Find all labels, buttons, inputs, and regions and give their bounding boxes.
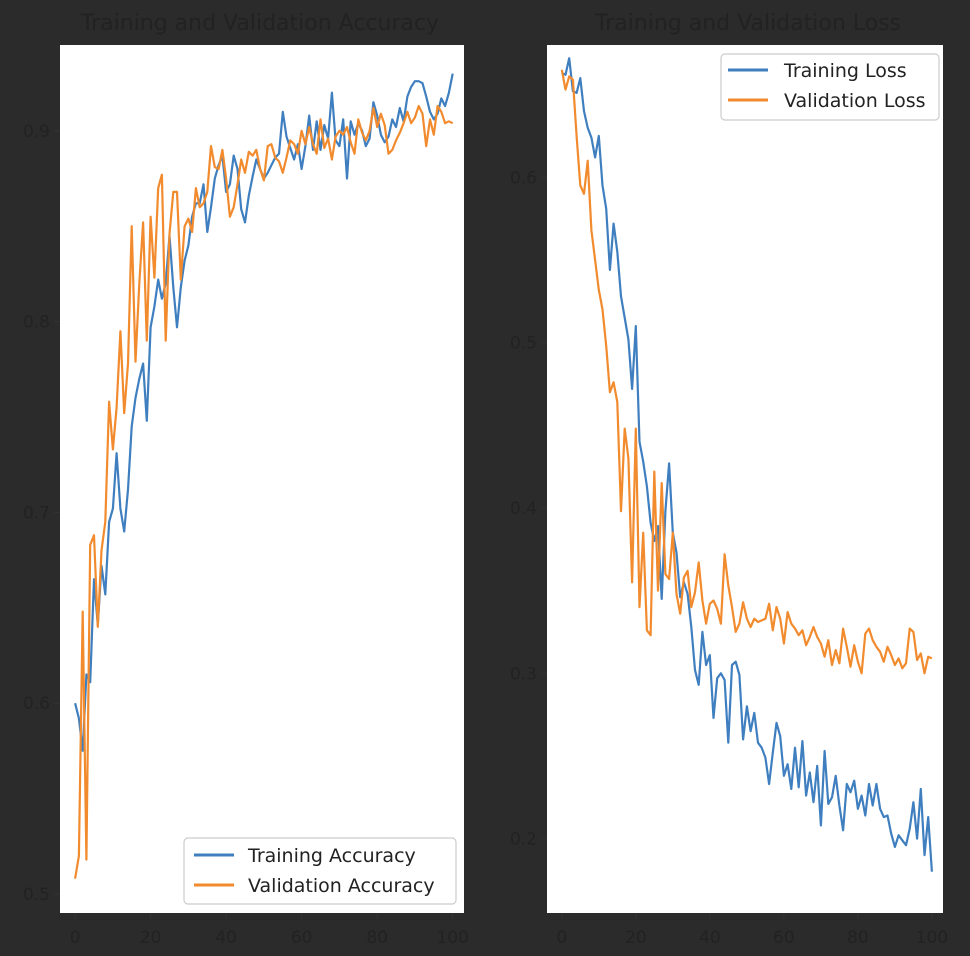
accuracy-series-lines — [74, 73, 454, 879]
loss-x-tick-label: 20 — [625, 928, 647, 948]
accuracy-chart-title: Training and Validation Accuracy — [80, 11, 439, 36]
loss-chart: Training and Validation Loss 0 20 40 60 80 10… — [510, 11, 948, 948]
loss-x-tick-label: 60 — [773, 928, 795, 948]
legend-training-loss-label: Training Loss — [783, 60, 907, 82]
loss-x-tick-label: 0 — [556, 928, 567, 948]
accuracy-chart: Training and Validation Accuracy 0 20 40 60… — [23, 11, 469, 948]
accuracy-y-tick-label: 0.9 — [23, 122, 50, 142]
accuracy-x-tick-label: 0 — [70, 928, 81, 948]
accuracy-axis-ticks: 0 20 40 60 80 100 0.5 0.6 0.7 0.8 0.9 — [23, 122, 469, 948]
accuracy-y-tick-label: 0.5 — [23, 885, 50, 905]
legend-validation-loss-label: Validation Loss — [784, 90, 926, 112]
accuracy-x-tick-label: 80 — [366, 928, 388, 948]
loss-x-tick-label: 80 — [847, 928, 869, 948]
accuracy-legend: Training Accuracy Validation Accuracy — [183, 837, 457, 905]
accuracy-y-tick-label: 0.8 — [23, 313, 50, 333]
legend-validation-accuracy-label: Validation Accuracy — [248, 875, 435, 897]
loss-y-tick-label: 0.5 — [510, 334, 537, 354]
loss-y-tick-label: 0.3 — [510, 664, 537, 684]
accuracy-y-tick-label: 0.7 — [23, 503, 50, 523]
accuracy-plot-area — [60, 45, 464, 913]
loss-training-line — [561, 57, 933, 872]
accuracy-y-tick-label: 0.6 — [23, 694, 50, 714]
loss-legend: Training Loss Validation Loss — [720, 53, 940, 121]
accuracy-x-tick-label: 100 — [436, 928, 468, 948]
loss-x-tick-label: 40 — [699, 928, 721, 948]
accuracy-validation-line — [74, 104, 454, 879]
loss-axis-ticks: 0 20 40 60 80 100 0.2 0.3 0.4 0.5 0.6 — [510, 168, 948, 948]
loss-series-lines — [560, 57, 933, 872]
accuracy-legend-box — [183, 837, 457, 905]
accuracy-x-tick-label: 40 — [215, 928, 237, 948]
loss-x-tick-label: 100 — [916, 928, 948, 948]
loss-plot-area — [547, 45, 943, 913]
loss-legend-box — [720, 53, 940, 121]
loss-y-tick-label: 0.6 — [510, 168, 537, 188]
loss-y-tick-label: 0.2 — [510, 830, 537, 850]
loss-y-tick-label: 0.4 — [510, 499, 537, 519]
loss-validation-line — [560, 69, 933, 675]
accuracy-x-tick-label: 60 — [291, 928, 313, 948]
accuracy-x-tick-label: 20 — [140, 928, 162, 948]
loss-chart-title: Training and Validation Loss — [594, 11, 901, 36]
legend-training-accuracy-label: Training Accuracy — [247, 845, 416, 867]
